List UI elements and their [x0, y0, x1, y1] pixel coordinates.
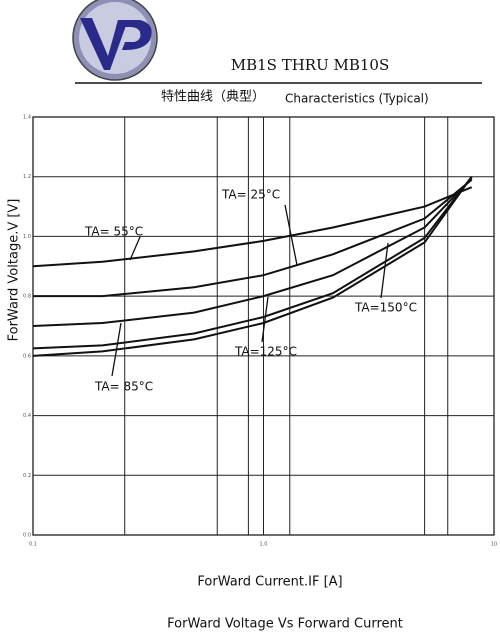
y-tick-label: 0.4	[23, 413, 31, 419]
part-number: MB1S THRU MB10S	[231, 56, 390, 74]
leader-line	[284, 204, 298, 266]
series-line	[32, 176, 473, 350]
leader-line	[111, 322, 122, 377]
y-axis-label: ForWard Voltage.V [V]	[7, 199, 22, 342]
plot: 0.0 0.2 0.4 0.6 0.8 1.0 1.2 1.4 0.1 1.0 10 TA= 55°C…	[23, 115, 497, 548]
series-label: TA= 55°C	[84, 225, 143, 239]
x-tick-label: 1.0	[260, 542, 268, 548]
x-axis-label: ForWard Current.IF [A]	[197, 575, 342, 590]
series-label: TA=150°C	[354, 301, 417, 315]
x-tick-label: 0.1	[29, 542, 37, 548]
series-line	[32, 177, 473, 327]
chart-title: ForWard Voltage Vs Forward Current	[167, 617, 403, 632]
series-line	[32, 176, 473, 357]
subtitle-en: Characteristics (Typical)	[285, 92, 429, 106]
series-label: TA= 25°C	[221, 188, 280, 202]
y-tick-label: 0.8	[23, 294, 31, 300]
y-tick-label: 1.2	[23, 174, 31, 180]
series-line	[32, 186, 473, 268]
series-label: TA= 85°C	[94, 380, 153, 394]
x-tick-label: 10	[491, 542, 497, 548]
logo	[72, 0, 158, 81]
series-label: TA=125°C	[234, 345, 297, 359]
subtitle-cn: 特性曲线（典型）	[161, 90, 265, 105]
y-tick-label: 1.0	[23, 234, 31, 240]
y-tick-label: 0.2	[23, 473, 31, 479]
series-line	[33, 178, 473, 298]
y-tick-label: 1.4	[23, 115, 31, 121]
leader-line	[261, 296, 269, 343]
leader-line	[380, 242, 389, 299]
y-tick-label: 0.0	[23, 533, 31, 539]
y-tick-label: 0.6	[23, 353, 31, 359]
leader-line	[129, 236, 141, 261]
